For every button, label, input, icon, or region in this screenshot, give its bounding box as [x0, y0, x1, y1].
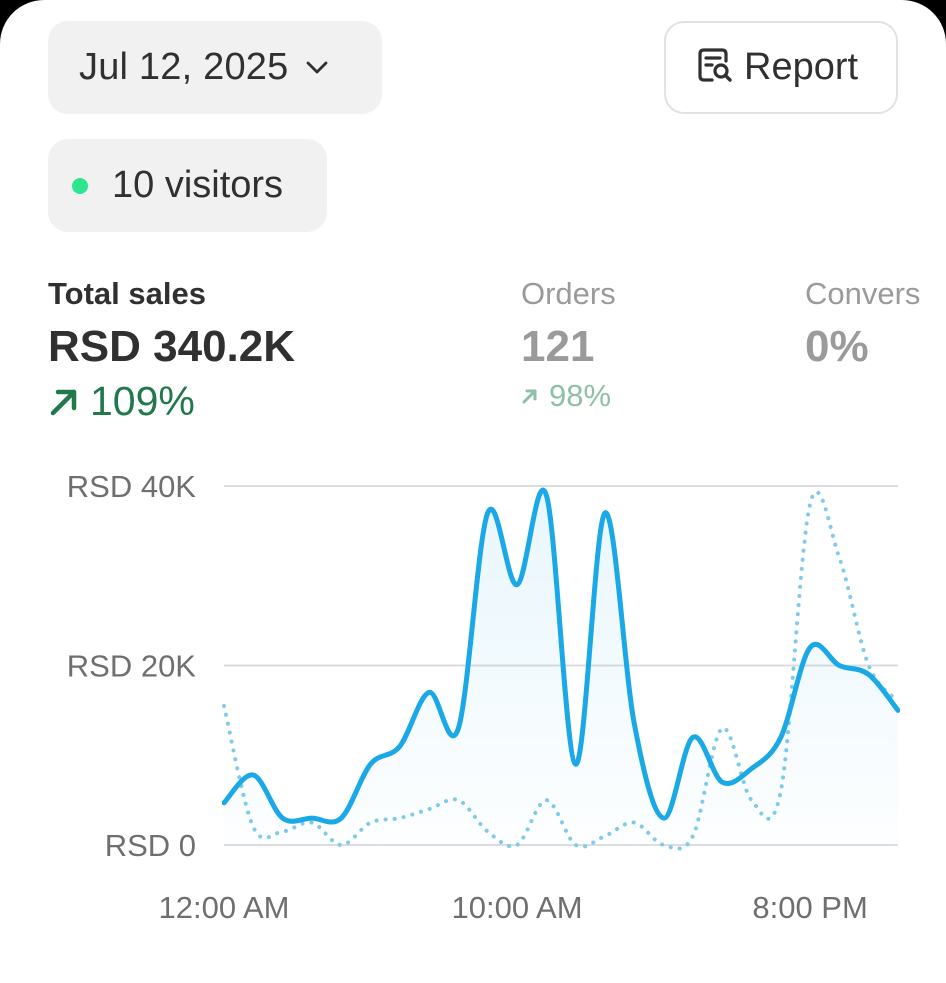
- report-button[interactable]: Report: [664, 21, 898, 114]
- date-picker-button[interactable]: Jul 12, 2025: [48, 21, 382, 114]
- sales-chart: RSD 0 RSD 20K RSD 40K 12:00 AM 10:00 AM 8:00 …: [0, 440, 946, 940]
- date-picker-label: Jul 12, 2025: [79, 46, 289, 88]
- arrow-up-right-icon: [48, 386, 80, 418]
- metric-change-value: 109%: [90, 378, 195, 424]
- metric-conversion[interactable]: Convers 0%: [805, 276, 920, 372]
- chevron-down-icon: [306, 61, 328, 75]
- metric-value: 0%: [805, 322, 869, 371]
- metric-title: Orders: [521, 276, 616, 311]
- report-search-icon: [696, 46, 734, 89]
- x-tick-label: 8:00 PM: [752, 890, 867, 925]
- live-status-dot: [72, 177, 88, 194]
- report-button-label: Report: [744, 46, 859, 88]
- metric-change: 109%: [48, 378, 295, 425]
- y-tick-label: RSD 0: [105, 828, 196, 863]
- current-series-line: [222, 488, 900, 825]
- y-tick-label: RSD 40K: [67, 469, 197, 504]
- metric-orders[interactable]: Orders 121 98%: [521, 276, 616, 414]
- live-visitors-badge[interactable]: 10 visitors: [48, 139, 327, 232]
- sales-chart-svg: RSD 0 RSD 20K RSD 40K 12:00 AM 10:00 AM 8:00 …: [67, 469, 900, 925]
- visitors-label: 10 visitors: [112, 164, 284, 206]
- metric-value: 121: [521, 322, 595, 371]
- metric-title: Convers: [805, 276, 921, 311]
- x-tick-label: 12:00 AM: [159, 890, 290, 925]
- x-tick-label: 10:00 AM: [452, 890, 583, 925]
- metric-title: Total sales: [48, 276, 206, 311]
- y-tick-label: RSD 20K: [67, 649, 197, 684]
- metric-change: 98%: [521, 378, 616, 414]
- metric-change-value: 98%: [549, 378, 612, 413]
- metric-value: RSD 340.2K: [48, 322, 296, 371]
- arrow-up-right-icon: [521, 387, 539, 405]
- metric-total-sales[interactable]: Total sales RSD 340.2K 109%: [48, 276, 295, 425]
